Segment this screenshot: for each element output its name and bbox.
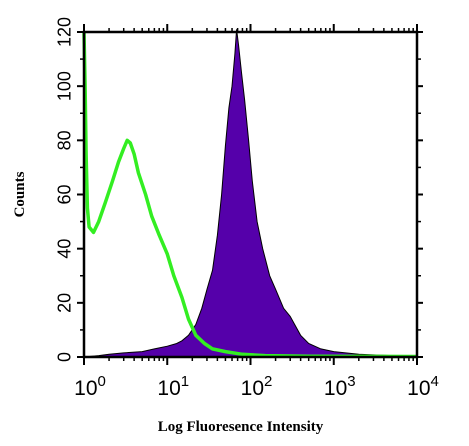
y-axis-title: Counts <box>12 171 28 217</box>
series-layer <box>82 29 418 359</box>
y-tick-label: 120 <box>54 17 74 47</box>
x-tick-label: 103 <box>324 373 356 400</box>
x-tick-label: 102 <box>241 373 273 400</box>
x-tick-label: 104 <box>407 373 439 400</box>
x-axis-title: Log Fluoresence Intensity <box>158 419 324 435</box>
x-tick-label: 100 <box>74 373 106 400</box>
ticks-layer <box>77 24 423 365</box>
y-tick-label: 20 <box>54 293 74 313</box>
y-tick-label: 40 <box>54 239 74 259</box>
y-tick-label: 80 <box>54 130 74 150</box>
x-tick-label: 101 <box>157 373 189 400</box>
y-tick-label: 0 <box>54 352 74 362</box>
filled-histogram-series <box>83 29 418 358</box>
labels-layer: 0 20 40 60 80 100 120 100 101 102 103 104 <box>54 17 439 400</box>
outline-histogram-series <box>82 31 418 359</box>
y-tick-label: 100 <box>54 71 74 101</box>
y-tick-label: 60 <box>54 184 74 204</box>
